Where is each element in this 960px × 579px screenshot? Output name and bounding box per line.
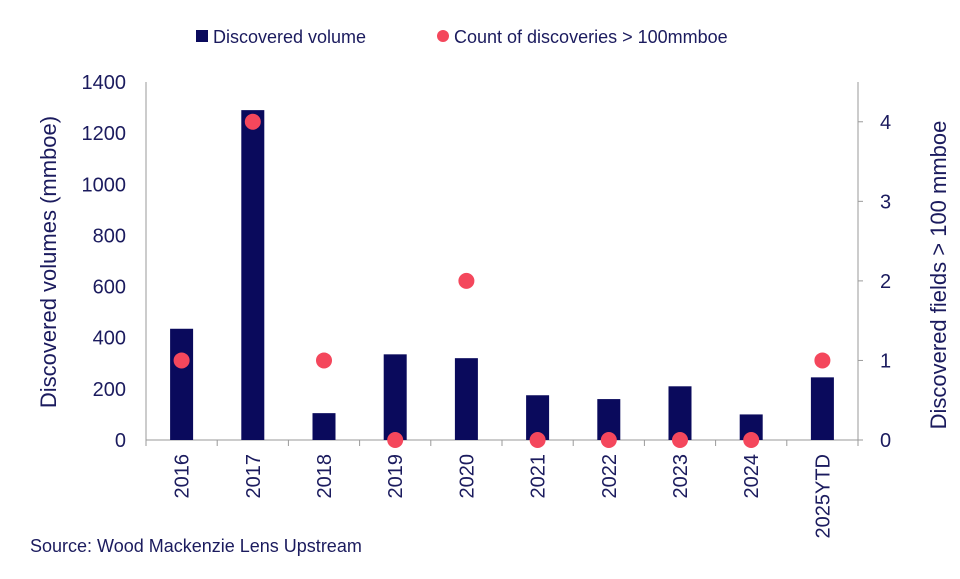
y-tick-label: 600 <box>93 277 126 299</box>
legend-marker-count <box>437 30 449 42</box>
y-tick-label: 800 <box>93 225 126 247</box>
y-tick-label: 0 <box>115 430 126 452</box>
bar-discovered-volume <box>810 377 834 440</box>
y-tick-label: 1000 <box>82 174 127 196</box>
y-tick-label: 1200 <box>82 123 127 145</box>
bar-discovered-volume <box>312 413 336 440</box>
x-tick-label: 2019 <box>385 454 407 499</box>
bar-discovered-volume <box>454 358 478 440</box>
x-tick-label: 2016 <box>172 454 194 499</box>
bar-discovered-volume <box>739 414 763 440</box>
legend-label-discovered-volume: Discovered volume <box>213 27 366 47</box>
y2-tick-label: 2 <box>880 271 891 293</box>
plot-area: 0 200 400 600 800 1000 1200 1400 0 1 2 3 4 2016 2017 20… <box>82 72 892 539</box>
point-count-discoveries <box>529 432 546 448</box>
legend-swatch-discovered-volume <box>196 30 208 42</box>
x-tick-label: 2022 <box>599 454 621 499</box>
x-tick-label: 2024 <box>741 454 763 499</box>
bar-discovered-volume <box>526 395 550 440</box>
y2-tick-label: 4 <box>880 112 891 134</box>
bar-discovered-volume <box>170 328 194 440</box>
x-tick-label: 2023 <box>670 454 692 499</box>
point-count-discoveries <box>387 432 404 448</box>
y2-tick-label: 0 <box>880 430 891 452</box>
point-count-discoveries <box>173 352 190 369</box>
x-tick-label: 2017 <box>243 454 265 499</box>
y-axis-title: Discovered volumes (mmboe) <box>36 116 61 408</box>
point-count-discoveries <box>458 272 475 289</box>
point-count-discoveries <box>600 432 617 448</box>
legend: Discovered volume Count of discoveries >… <box>196 27 728 47</box>
bar-discovered-volume <box>383 354 407 440</box>
y2-tick-label: 1 <box>880 350 891 372</box>
point-count-discoveries <box>743 432 760 448</box>
point-count-discoveries <box>814 352 831 369</box>
x-tick-label: 2021 <box>528 454 550 499</box>
x-tick-label: 2025YTD <box>812 454 834 539</box>
x-tick-label: 2018 <box>314 454 336 499</box>
y-tick-label: 400 <box>93 328 126 350</box>
bar-discovered-volume <box>668 386 692 440</box>
y2-axis-title: Discovered fields > 100 mmboe <box>926 121 951 430</box>
bar-discovered-volume <box>241 110 265 440</box>
y-tick-label: 1400 <box>82 72 127 94</box>
x-tick-label: 2020 <box>456 454 478 499</box>
source-note: Source: Wood Mackenzie Lens Upstream <box>30 536 362 556</box>
y-tick-label: 200 <box>93 379 126 401</box>
legend-label-count: Count of discoveries > 100mmboe <box>454 27 728 47</box>
bar-discovered-volume <box>597 399 621 440</box>
point-count-discoveries <box>316 352 332 369</box>
point-count-discoveries <box>672 432 688 448</box>
point-count-discoveries <box>244 113 261 130</box>
y2-tick-label: 3 <box>880 191 891 213</box>
